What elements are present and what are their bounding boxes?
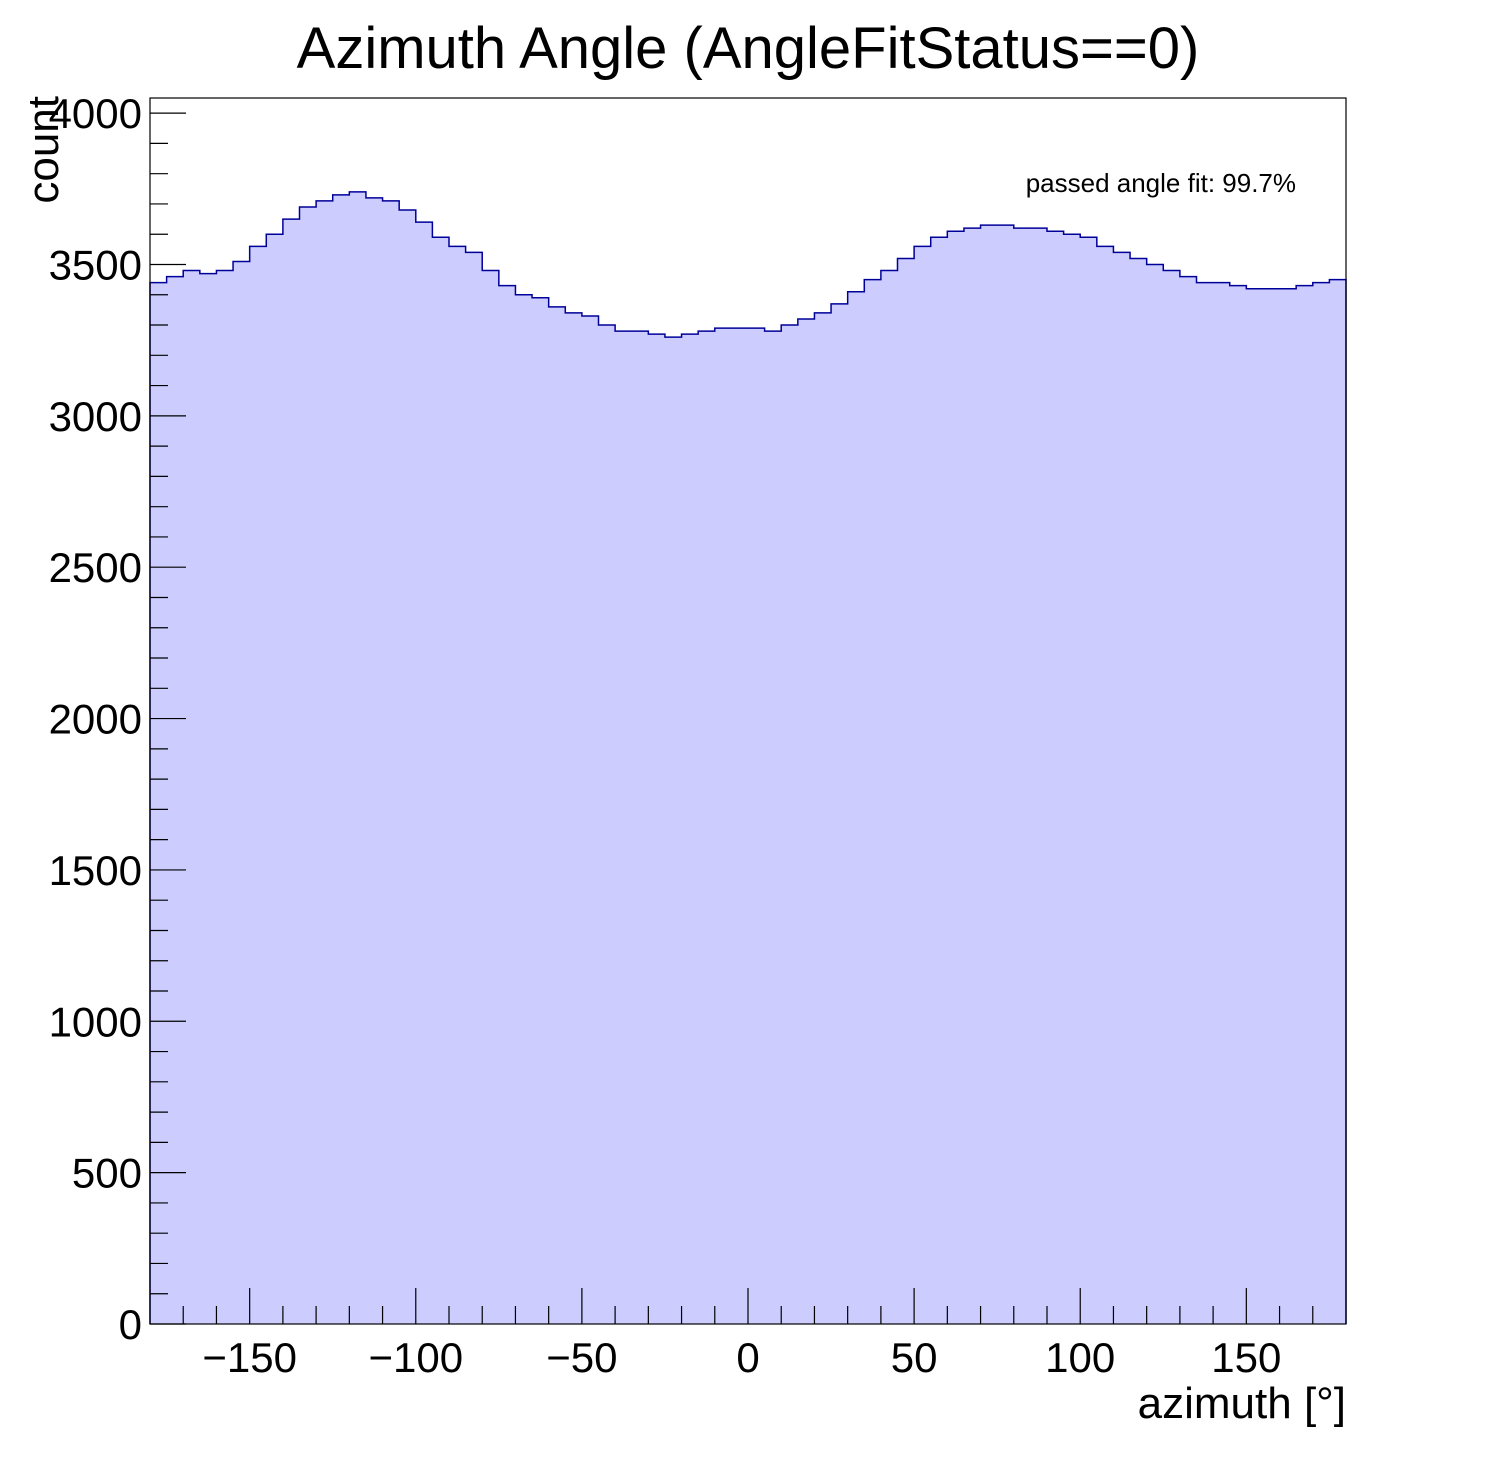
histogram-bin bbox=[266, 234, 284, 1325]
histogram-bin bbox=[1329, 279, 1347, 1324]
histogram-bin bbox=[1096, 246, 1114, 1325]
x-tick-label: 150 bbox=[1211, 1334, 1281, 1381]
histogram-bin bbox=[233, 261, 251, 1324]
histogram-bin bbox=[631, 331, 649, 1324]
histogram-bin bbox=[764, 331, 782, 1324]
x-tick-label: 0 bbox=[736, 1334, 759, 1381]
histogram-bin bbox=[1080, 237, 1098, 1324]
histogram-bin bbox=[1013, 228, 1031, 1324]
histogram-bin bbox=[1146, 264, 1164, 1324]
histogram-bin bbox=[1030, 228, 1048, 1324]
histogram-bin bbox=[183, 270, 201, 1325]
y-tick-label: 3000 bbox=[49, 393, 142, 440]
histogram-bin bbox=[598, 325, 616, 1324]
x-tick-label: −100 bbox=[368, 1334, 463, 1381]
histogram-bin bbox=[216, 270, 234, 1325]
histogram-bin bbox=[748, 328, 766, 1324]
histogram-bin bbox=[914, 246, 932, 1325]
y-tick-label: 4000 bbox=[49, 90, 142, 137]
histogram-bin bbox=[199, 273, 217, 1324]
histogram-bin bbox=[963, 228, 982, 1324]
y-tick-label: 1500 bbox=[49, 847, 142, 894]
x-tick-label: 100 bbox=[1045, 1334, 1115, 1381]
histogram-bin bbox=[797, 318, 815, 1324]
histogram-bin bbox=[449, 246, 467, 1325]
histogram-bin bbox=[316, 200, 334, 1324]
histogram-bin bbox=[498, 285, 516, 1324]
y-tick-label: 500 bbox=[72, 1150, 142, 1197]
histogram-bin bbox=[615, 331, 633, 1324]
histogram-bin bbox=[1047, 231, 1065, 1324]
histogram-bin bbox=[515, 294, 533, 1325]
chart-title: Azimuth Angle (AngleFitStatus==0) bbox=[297, 16, 1200, 81]
histogram-bin bbox=[681, 334, 699, 1324]
y-axis-ticks bbox=[150, 112, 186, 1325]
histogram-bin bbox=[1246, 288, 1264, 1324]
histogram-bin bbox=[664, 337, 683, 1324]
histogram-bin bbox=[1130, 258, 1148, 1325]
x-axis-tick-labels: −150 −100 −50 0 50 100 150 bbox=[202, 1334, 1281, 1381]
histogram-bin bbox=[847, 291, 865, 1324]
histogram-bin bbox=[731, 328, 749, 1324]
histogram-bin bbox=[1213, 282, 1231, 1325]
x-axis-label: azimuth [°] bbox=[1138, 1379, 1346, 1428]
histogram-bin bbox=[864, 279, 882, 1324]
histogram-bin bbox=[365, 197, 384, 1325]
histogram-outline bbox=[149, 191, 1347, 1324]
histogram-bin bbox=[930, 237, 948, 1324]
histogram-bin bbox=[282, 219, 300, 1324]
x-axis-ticks bbox=[182, 1288, 1314, 1324]
histogram-bin bbox=[698, 331, 716, 1324]
y-tick-label: 3500 bbox=[49, 241, 142, 288]
histogram-bin bbox=[1262, 288, 1281, 1324]
annotation-passed-fit: passed angle fit: 99.7% bbox=[1026, 168, 1296, 198]
histogram-bin bbox=[465, 252, 483, 1325]
histogram-bin bbox=[1196, 282, 1214, 1325]
y-axis-label: count bbox=[19, 96, 68, 204]
histogram-bin bbox=[1229, 285, 1247, 1324]
y-axis-tick-labels: 0 500 1000 1500 2000 2500 3000 3500 4000 bbox=[49, 90, 142, 1348]
histogram-bin bbox=[1296, 285, 1314, 1324]
histogram-bin bbox=[349, 191, 367, 1324]
histogram-bin bbox=[332, 194, 350, 1324]
histogram-bin bbox=[1113, 252, 1131, 1325]
histogram-bin bbox=[897, 258, 915, 1325]
histogram-bin bbox=[399, 210, 417, 1325]
histogram-bin bbox=[482, 270, 500, 1325]
histogram-bin bbox=[980, 225, 998, 1324]
x-tick-label: −150 bbox=[202, 1334, 297, 1381]
histogram-bin bbox=[781, 325, 799, 1324]
histogram-bin bbox=[382, 200, 400, 1324]
histogram-bin bbox=[1163, 270, 1181, 1325]
histogram-bin bbox=[648, 334, 666, 1324]
histogram-bin bbox=[249, 246, 267, 1325]
x-tick-label: −50 bbox=[546, 1334, 617, 1381]
histogram-bin bbox=[880, 270, 898, 1325]
x-tick-label: 50 bbox=[891, 1334, 938, 1381]
y-tick-label: 0 bbox=[119, 1301, 142, 1348]
histogram-bin bbox=[299, 206, 317, 1324]
histogram-bin bbox=[997, 225, 1015, 1324]
histogram-bin bbox=[581, 315, 599, 1324]
histogram-bin bbox=[150, 282, 168, 1325]
histogram-bin bbox=[532, 297, 550, 1324]
histogram-bin bbox=[432, 237, 450, 1324]
histogram-bin bbox=[565, 312, 583, 1324]
y-tick-label: 2500 bbox=[49, 544, 142, 591]
histogram-bin bbox=[166, 276, 184, 1324]
histogram-bin bbox=[548, 306, 566, 1324]
histogram-bin bbox=[814, 312, 832, 1324]
histogram-bin bbox=[714, 328, 732, 1324]
histogram-bin bbox=[1279, 288, 1297, 1324]
y-tick-label: 2000 bbox=[49, 696, 142, 743]
histogram-bin bbox=[415, 222, 433, 1325]
histogram-bin bbox=[1312, 282, 1330, 1325]
histogram-bin bbox=[947, 231, 965, 1324]
y-tick-label: 1000 bbox=[49, 998, 142, 1045]
histogram-bin bbox=[1179, 276, 1197, 1324]
histogram-bars bbox=[150, 191, 1347, 1325]
histogram-bin bbox=[831, 303, 849, 1324]
histogram-bin bbox=[1063, 234, 1081, 1325]
